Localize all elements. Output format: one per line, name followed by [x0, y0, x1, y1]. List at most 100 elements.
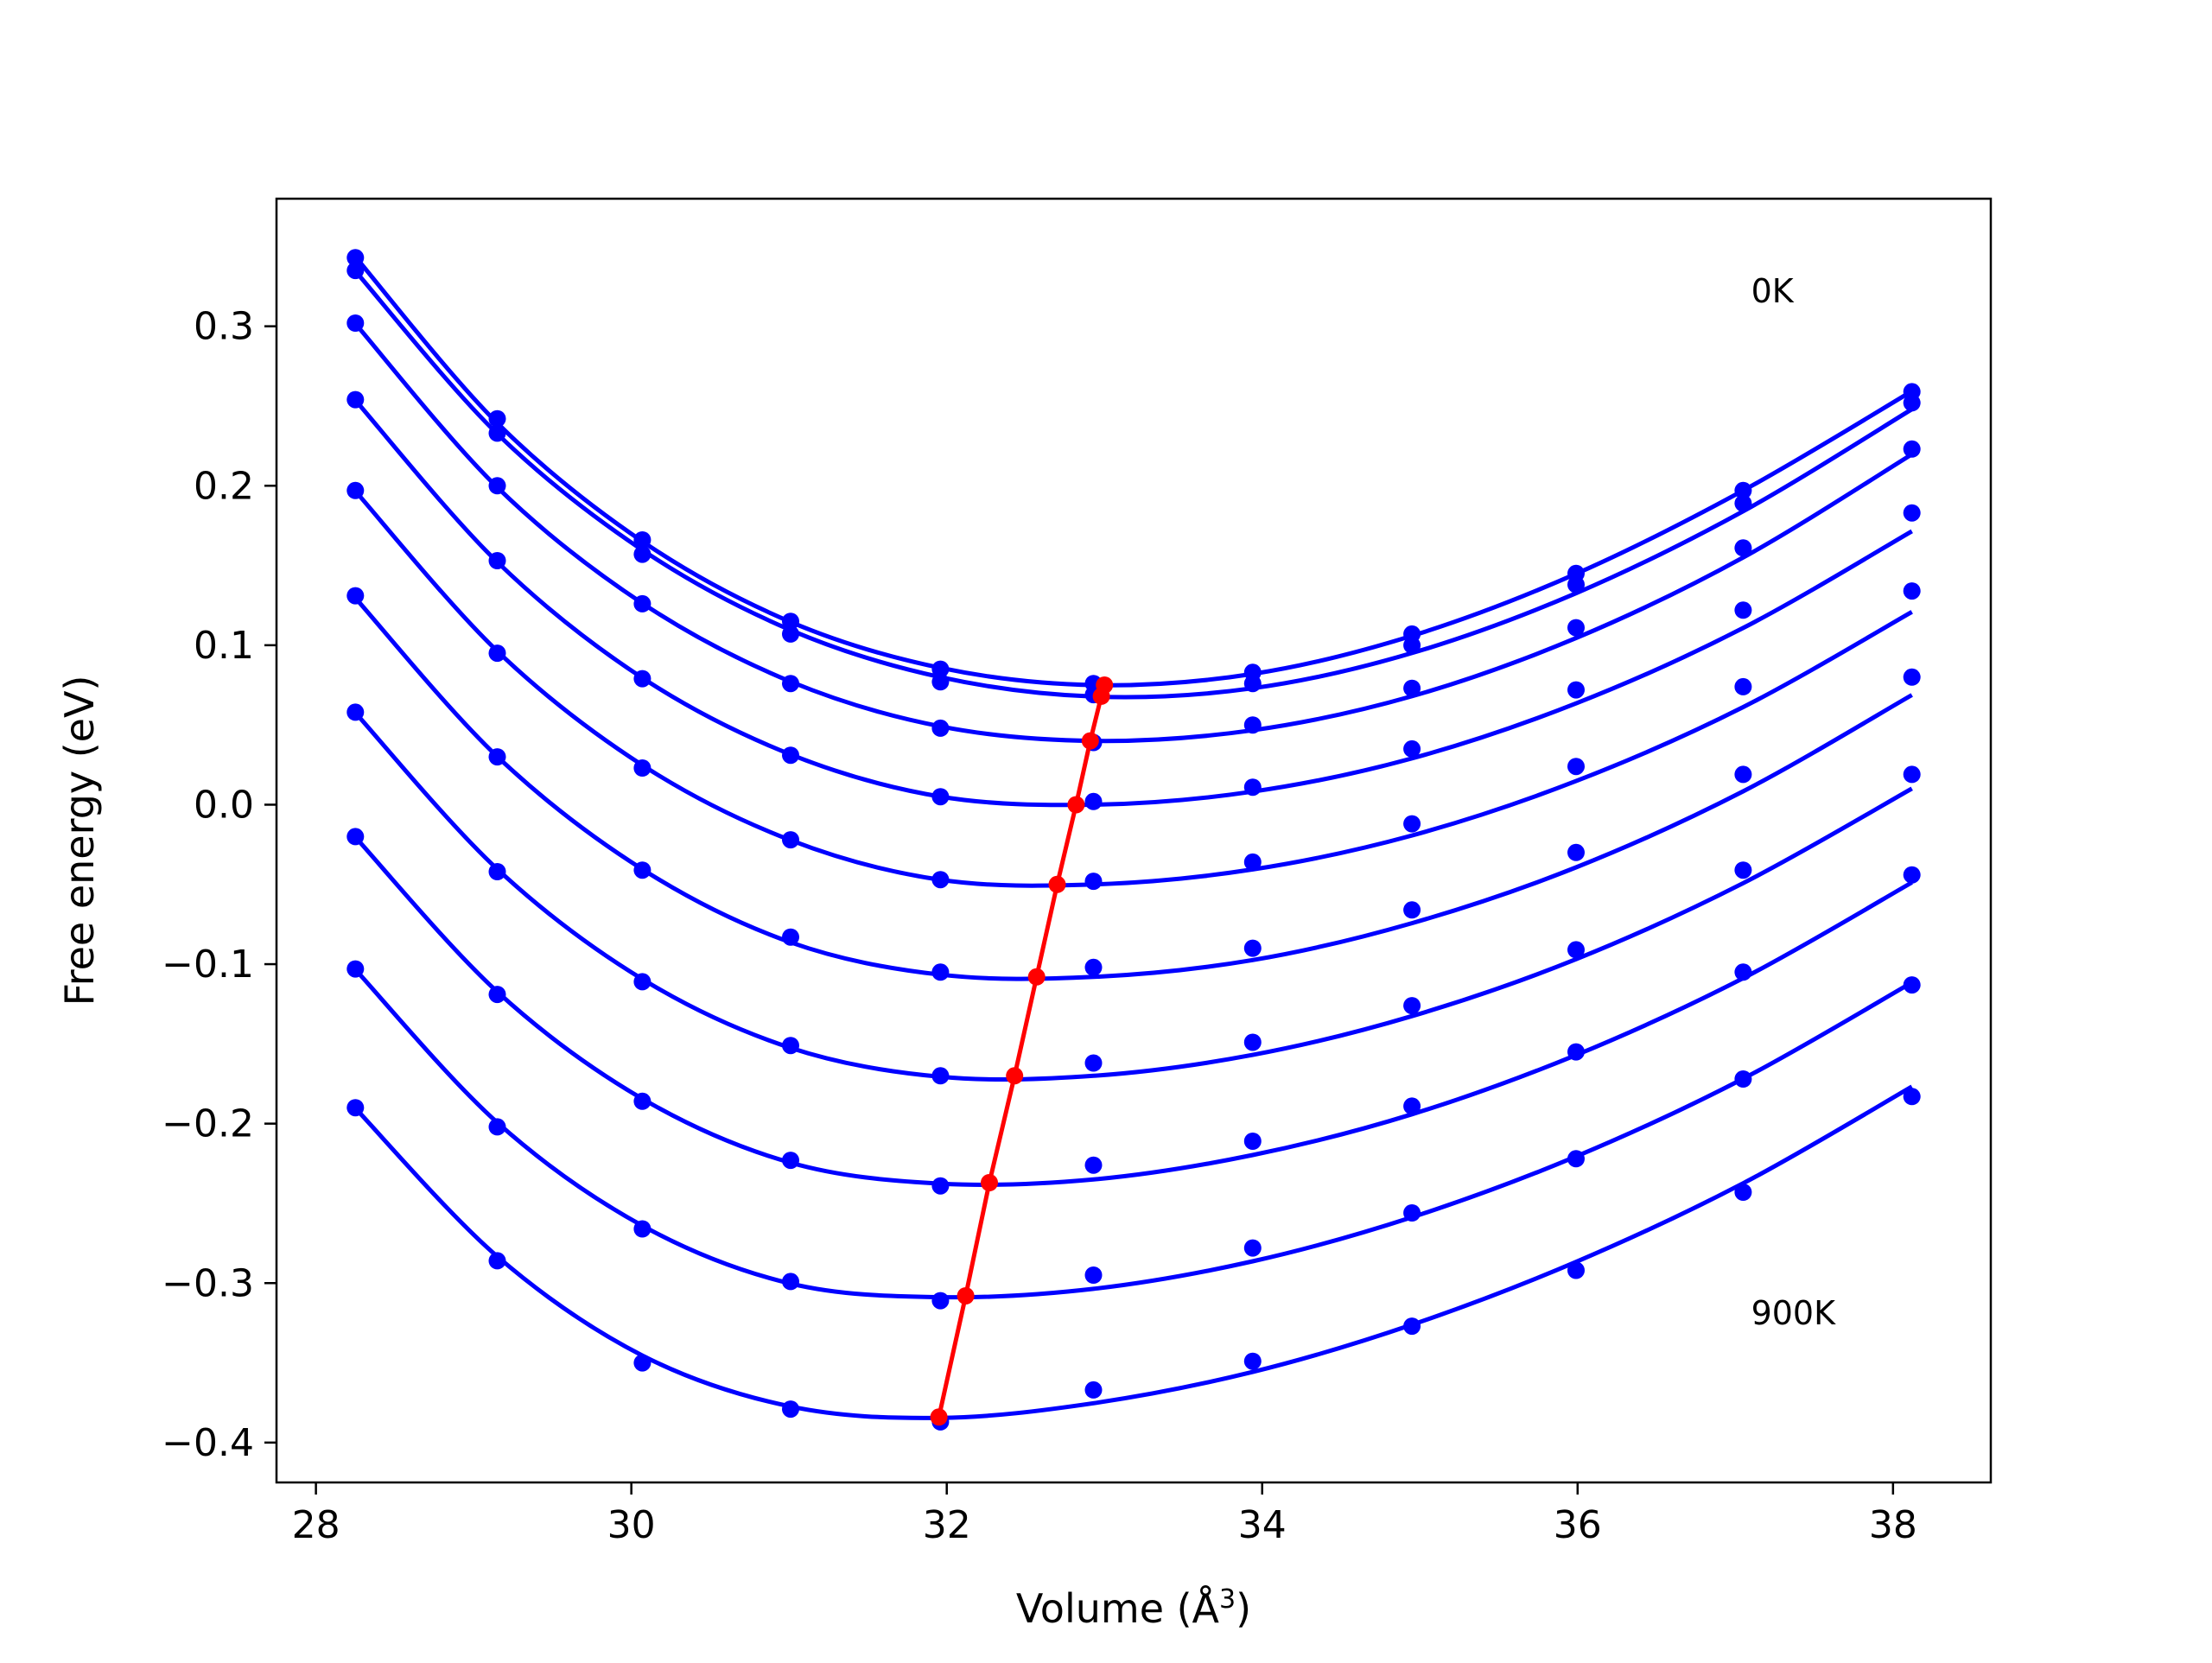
y-axis-ticks: −0.4 −0.3 −0.2 −0.1 0.0 0.1 0.2 0.3: [162, 305, 276, 1465]
y-axis-label: Free energy (eV): [56, 676, 103, 1006]
data-point-4-3: [782, 831, 799, 849]
data-point-3-9: [1734, 601, 1752, 619]
fit-curve-7: [353, 835, 1913, 1188]
minimum-point-7: [981, 1174, 998, 1191]
data-point-0-2: [633, 531, 652, 549]
data-point-1-3: [782, 625, 799, 643]
data-point-4-4: [931, 871, 950, 889]
data-point-5-10: [1903, 668, 1921, 686]
data-point-5-7: [1403, 901, 1421, 919]
data-point-8-9: [1734, 1070, 1752, 1088]
data-point-2-2: [633, 594, 652, 613]
data-point-5-1: [488, 748, 506, 766]
data-point-7-1: [488, 986, 506, 1004]
data-point-0-9: [1734, 481, 1752, 499]
plot-frame: [275, 197, 1993, 1484]
x-axis-label-main: Volume (Å: [1016, 1585, 1220, 1632]
minimum-line-path: [937, 684, 1107, 1418]
data-point-3-7: [1403, 739, 1421, 758]
data-point-1-6: [1243, 675, 1262, 693]
data-point-6-3: [782, 1037, 799, 1055]
data-point-4-6: [1243, 853, 1262, 871]
minimum-point-4: [1048, 875, 1066, 893]
data-point-2-10: [1903, 440, 1921, 458]
data-point-4-8: [1567, 758, 1585, 776]
data-point-8-3: [782, 1273, 799, 1291]
data-point-2-4: [931, 719, 950, 737]
data-point-5-6: [1243, 939, 1262, 957]
data-point-1-8: [1567, 575, 1585, 593]
data-point-0-1: [488, 409, 506, 428]
data-point-5-9: [1734, 765, 1752, 784]
data-point-3-5: [1084, 792, 1103, 810]
data-point-5-8: [1567, 843, 1585, 861]
data-point-2-6: [1243, 716, 1262, 734]
data-point-5-0: [346, 587, 365, 605]
data-point-5-5: [1084, 958, 1103, 976]
data-point-8-8: [1567, 1150, 1585, 1168]
data-point-3-10: [1903, 504, 1921, 522]
data-point-8-2: [633, 1220, 652, 1238]
data-point-9-2: [633, 1354, 652, 1372]
data-point-7-7: [1403, 1097, 1421, 1115]
fit-curve-9: [353, 1084, 1913, 1420]
data-point-0-4: [931, 660, 950, 678]
data-point-2-0: [346, 314, 365, 332]
y-tick-label: 0.0: [194, 783, 254, 827]
minimum-point-1: [1092, 687, 1110, 705]
data-point-4-5: [1084, 873, 1103, 891]
minimum-line: [930, 676, 1114, 1426]
data-point-4-9: [1734, 677, 1752, 695]
y-tick-label: 0.3: [194, 305, 254, 349]
fit-curve-5: [353, 596, 1913, 981]
data-point-3-1: [488, 552, 506, 569]
data-point-1-10: [1903, 394, 1921, 412]
data-point-4-10: [1903, 582, 1921, 600]
data-point-7-10: [1903, 866, 1921, 884]
data-point-1-1: [488, 424, 506, 442]
data-point-6-4: [931, 1067, 950, 1085]
data-point-8-10: [1903, 976, 1921, 994]
annotation-1: 900K: [1751, 1294, 1837, 1332]
data-point-8-0: [346, 960, 365, 978]
data-point-3-8: [1567, 681, 1585, 699]
data-point-7-0: [346, 828, 365, 846]
x-tick-label: 32: [923, 1503, 971, 1547]
data-point-8-6: [1243, 1239, 1262, 1257]
data-point-3-4: [931, 788, 950, 806]
data-point-0-0: [346, 249, 365, 267]
y-tick-label: −0.3: [162, 1261, 254, 1305]
data-point-8-7: [1403, 1204, 1421, 1222]
data-point-2-1: [488, 477, 506, 495]
data-point-9-7: [1403, 1317, 1421, 1336]
data-point-9-3: [782, 1400, 799, 1419]
x-axis-label-close: ): [1236, 1585, 1251, 1632]
x-tick-label: 36: [1554, 1503, 1602, 1547]
data-point-8-4: [931, 1292, 950, 1310]
data-point-7-8: [1567, 1043, 1585, 1061]
data-point-9-0: [346, 1099, 365, 1117]
data-point-6-9: [1734, 861, 1752, 879]
data-point-2-8: [1567, 619, 1585, 637]
minimum-point-5: [1027, 968, 1046, 986]
y-tick-label: −0.2: [162, 1102, 254, 1146]
data-point-6-6: [1243, 1033, 1262, 1051]
data-point-9-5: [1084, 1381, 1103, 1399]
data-point-2-3: [782, 675, 799, 693]
x-tick-label: 28: [292, 1503, 340, 1547]
minimum-point-8: [957, 1287, 975, 1304]
data-point-0-3: [782, 613, 799, 631]
minimum-point-9: [930, 1408, 948, 1426]
annotations: 0K 900K: [1751, 272, 1837, 1332]
data-point-9-8: [1567, 1261, 1585, 1279]
data-point-1-9: [1734, 494, 1752, 512]
fit-curve-8: [353, 968, 1913, 1300]
data-point-5-3: [782, 928, 799, 946]
data-point-6-8: [1567, 941, 1585, 959]
data-point-6-10: [1903, 765, 1921, 784]
data-point-1-0: [346, 262, 365, 280]
data-point-4-7: [1403, 815, 1421, 833]
minimum-point-6: [1006, 1067, 1024, 1085]
